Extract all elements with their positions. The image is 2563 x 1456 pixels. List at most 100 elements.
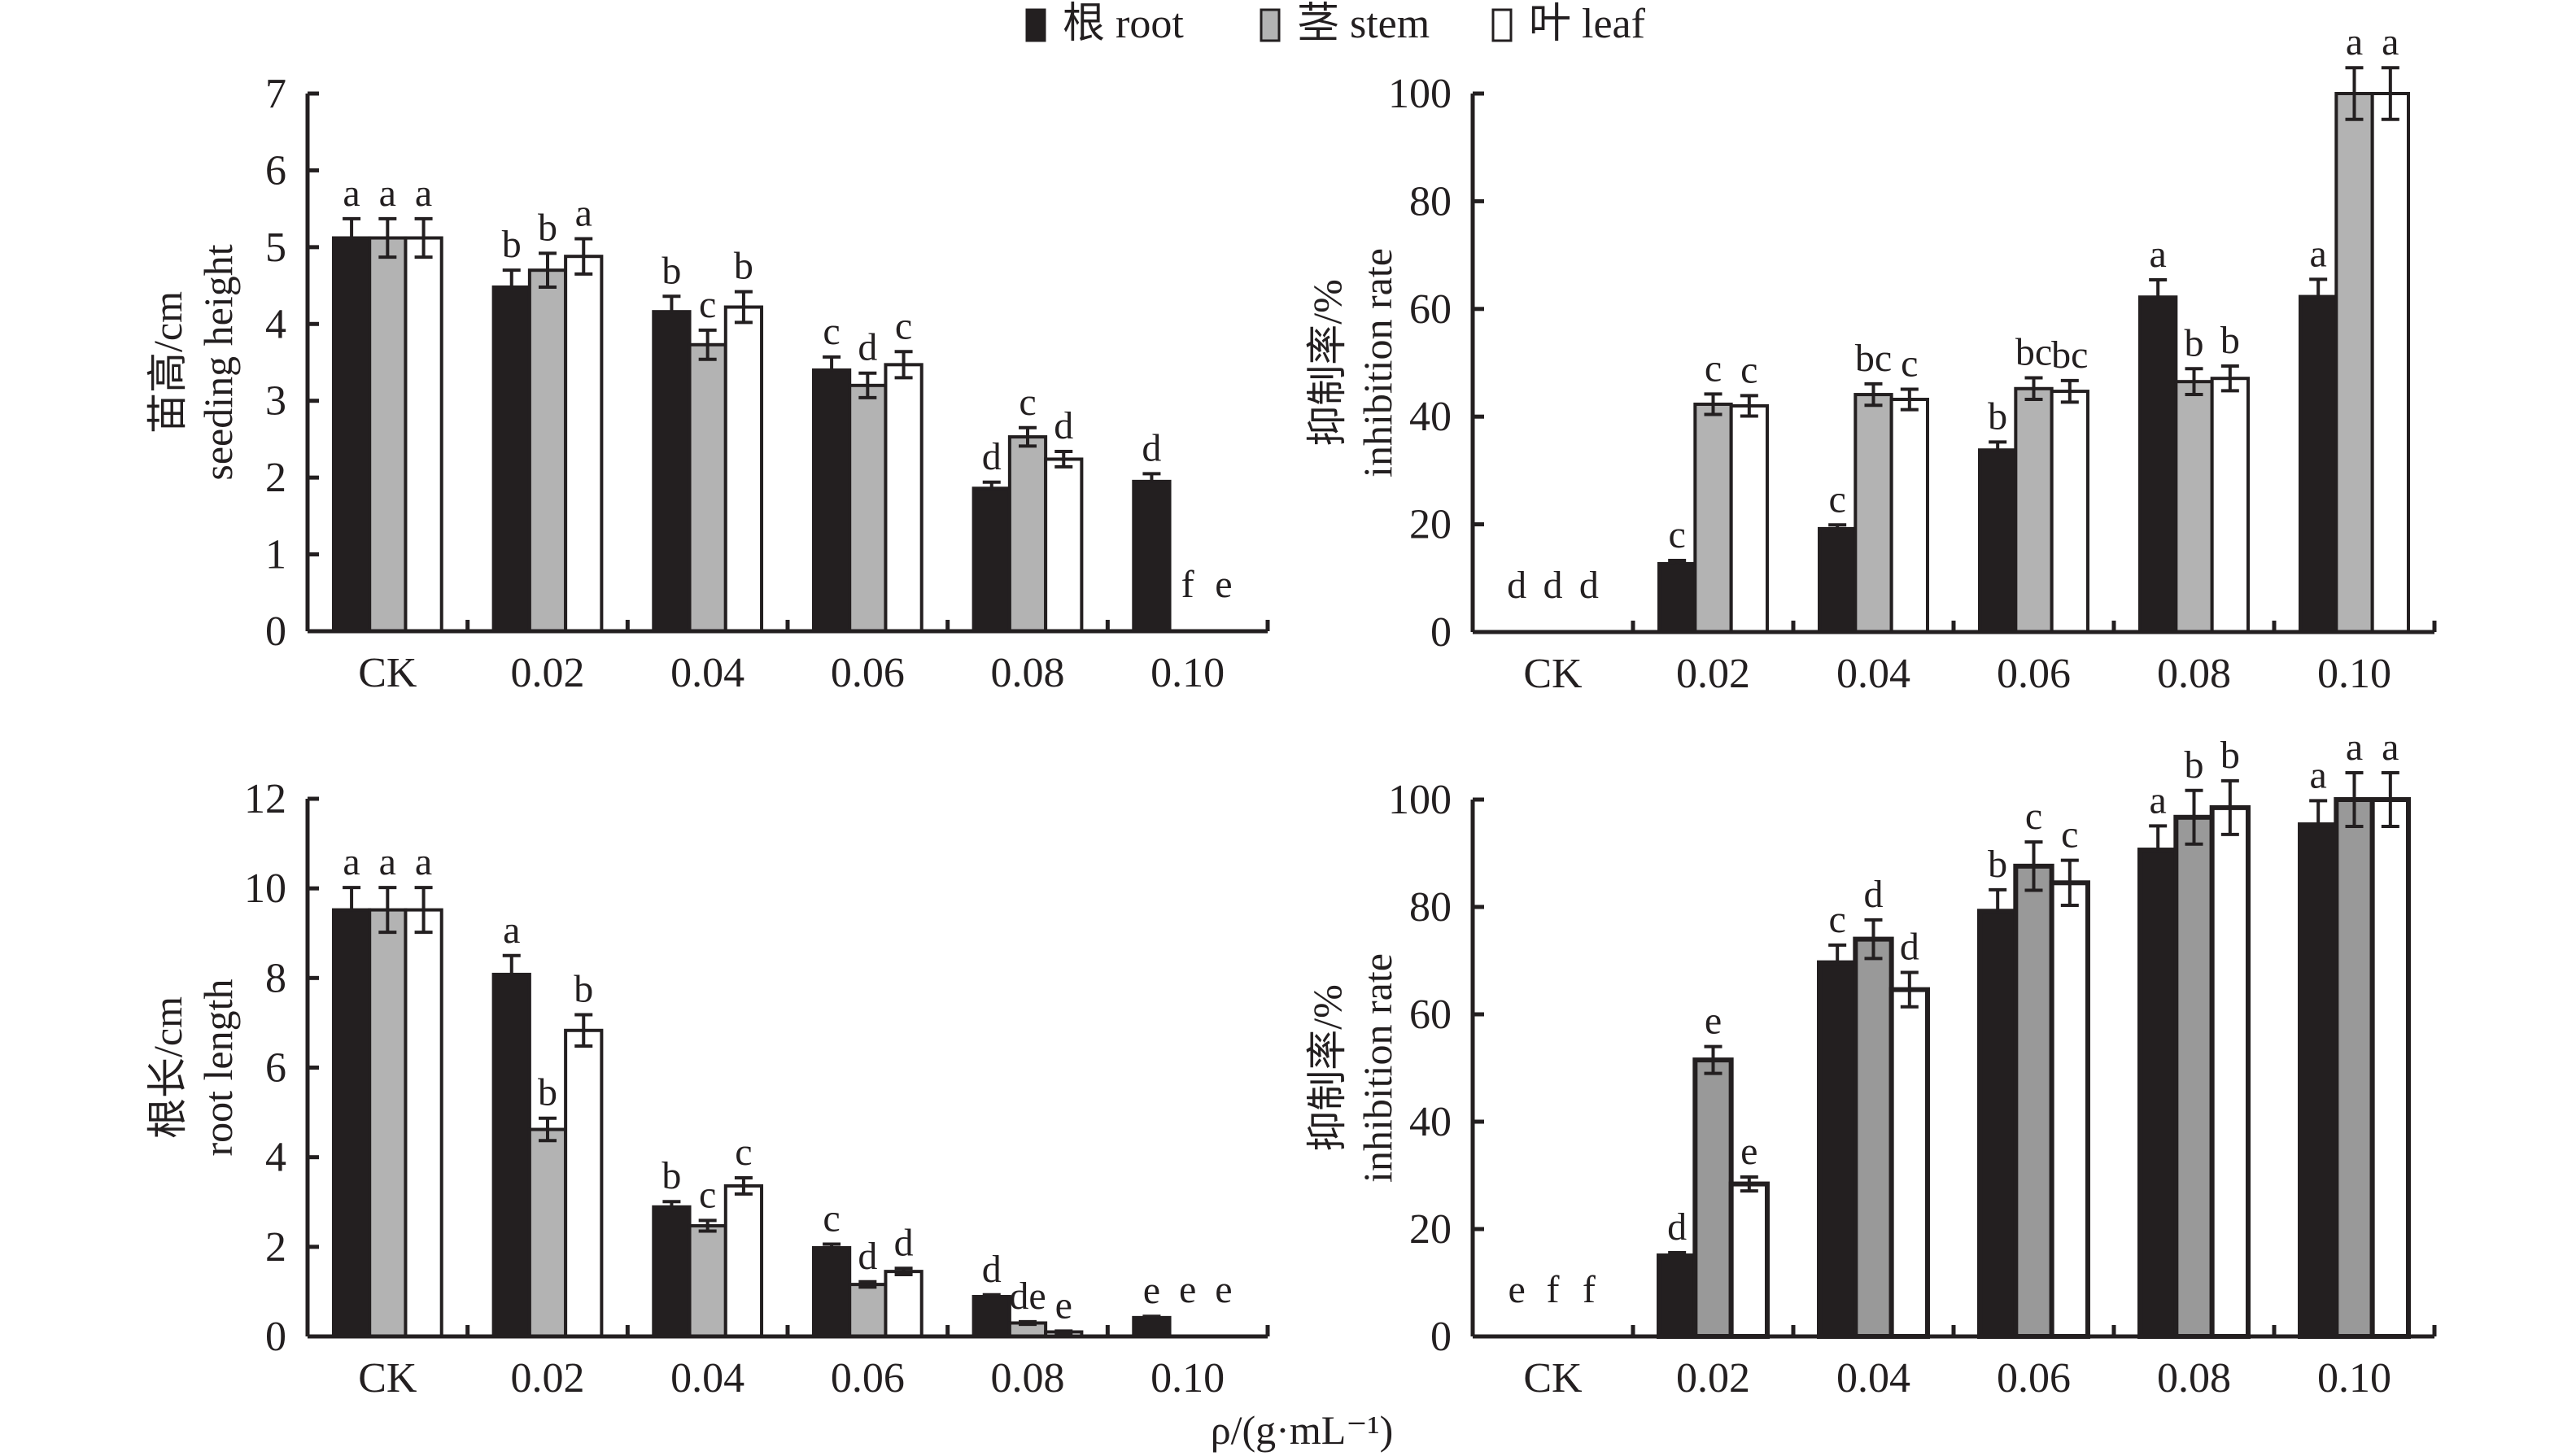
error-bar-leaf — [2381, 771, 2399, 828]
y-axis-title: seeding height — [195, 244, 241, 480]
x-tick-label: 0.06 — [1997, 1355, 2071, 1402]
error-bar-stem — [1704, 1044, 1722, 1075]
bar-stem — [848, 1283, 888, 1339]
error-bar-leaf — [2060, 378, 2079, 404]
x-tick-label: 0.10 — [1151, 650, 1225, 696]
y-axis-title: inhibition rate — [1355, 248, 1400, 477]
significance-letter: f — [1547, 1268, 1560, 1311]
significance-letter: a — [2382, 726, 2399, 769]
y-tick-label: 60 — [1409, 992, 1452, 1038]
bar-root — [2299, 294, 2338, 634]
bar-leaf — [2049, 880, 2090, 1340]
bar-root — [491, 285, 531, 633]
bar-root — [652, 310, 692, 633]
bar-leaf — [404, 908, 443, 1338]
x-tick-label: 0.08 — [2157, 651, 2231, 697]
significance-letter: a — [2346, 20, 2363, 63]
y-axis-title-cn: 抑制率/% — [1304, 984, 1350, 1152]
x-tick-label: 0.04 — [670, 650, 744, 696]
significance-letter: a — [2150, 233, 2167, 276]
error-bar-root — [662, 1200, 681, 1207]
x-tick-label: CK — [358, 650, 417, 696]
bar-leaf — [1044, 457, 1084, 633]
bar-leaf — [1889, 398, 1929, 634]
y-tick-label: 8 — [265, 955, 286, 1001]
bar-stem — [1693, 402, 1733, 634]
significance-letter: d — [1864, 873, 1884, 916]
error-bar-stem — [2345, 771, 2364, 828]
error-bar-root — [343, 216, 361, 238]
y-axis-title-cn: 抑制率/% — [1304, 279, 1350, 447]
significance-letter: d — [1054, 404, 1073, 447]
error-bar-stem — [1019, 1319, 1037, 1327]
bar-root — [1978, 448, 2018, 634]
error-bar-leaf — [894, 350, 913, 380]
bar-stem — [527, 1127, 568, 1339]
error-bar-root — [1989, 887, 2007, 912]
significance-letter: e — [1509, 1268, 1526, 1311]
error-bar-stem — [1704, 392, 1722, 416]
significance-letter: c — [1740, 348, 1757, 391]
y-tick-label: 5 — [265, 225, 286, 271]
bar-leaf — [1888, 987, 1930, 1339]
y-tick-label: 20 — [1409, 1206, 1452, 1253]
error-bar-root — [1828, 943, 1847, 963]
significance-letter: c — [699, 283, 716, 326]
legend-swatch — [1025, 8, 1046, 42]
x-tick-label: 0.02 — [1676, 1355, 1750, 1402]
significance-letter: b — [2185, 743, 2204, 787]
y-tick-label: 40 — [1409, 394, 1452, 440]
error-bar-leaf — [1740, 1175, 1758, 1193]
error-bar-root — [823, 355, 841, 370]
error-bar-root — [982, 480, 1001, 489]
error-bar-root — [2149, 824, 2168, 851]
bar-stem — [2173, 814, 2215, 1339]
x-tick-label: 0.08 — [991, 1355, 1065, 1402]
error-bar-root — [1142, 1314, 1161, 1319]
bar-root — [2298, 822, 2339, 1339]
error-bar-root — [1668, 1251, 1687, 1256]
y-tick-label: 2 — [265, 1224, 286, 1271]
x-tick-label: 0.06 — [831, 1355, 905, 1402]
x-tick-label: 0.02 — [1676, 651, 1750, 697]
bar-stem — [2334, 92, 2374, 634]
bar-leaf — [1728, 1181, 1770, 1340]
significance-letter: d — [1579, 564, 1599, 607]
x-tick-label: 0.10 — [2317, 651, 2391, 697]
x-tick-label: 0.04 — [670, 1355, 744, 1402]
y-tick-label: 0 — [265, 1314, 286, 1360]
x-tick-label: 0.06 — [831, 650, 905, 696]
bar-root — [1818, 526, 1858, 634]
error-bar-leaf — [734, 290, 753, 325]
error-bar-leaf — [2381, 66, 2399, 121]
error-bar-stem — [2024, 840, 2043, 892]
bar-leaf — [2209, 804, 2251, 1339]
significance-letter: e — [1055, 1284, 1072, 1327]
x-tick-label: 0.08 — [991, 650, 1065, 696]
error-bar-root — [823, 1242, 841, 1248]
bar-stem — [688, 342, 727, 633]
bar-stem — [1853, 936, 1894, 1339]
significance-letter: b — [2185, 321, 2204, 364]
y-tick-label: 80 — [1409, 884, 1452, 931]
bar-root — [811, 1245, 852, 1339]
y-tick-label: 20 — [1409, 502, 1452, 548]
significance-letter: c — [895, 304, 912, 347]
bar-leaf — [723, 1184, 764, 1339]
bar-root — [331, 908, 372, 1338]
shared-x-axis-label: ρ/(g·mL⁻¹) — [1211, 1407, 1394, 1453]
significance-letter: c — [2025, 795, 2042, 838]
error-bar-leaf — [1900, 387, 1919, 412]
significance-letter: a — [575, 191, 592, 234]
y-axis-title-cn: 根长/cm — [145, 996, 190, 1139]
significance-letter: e — [1215, 1268, 1232, 1311]
significance-letter: b — [538, 1071, 557, 1114]
significance-letter: b — [2220, 319, 2240, 362]
significance-letter: d — [982, 1248, 1002, 1291]
significance-letter: de — [1009, 1275, 1046, 1318]
bar-leaf — [404, 236, 443, 633]
significance-letter: f — [1583, 1268, 1596, 1311]
bar-stem — [368, 236, 408, 633]
